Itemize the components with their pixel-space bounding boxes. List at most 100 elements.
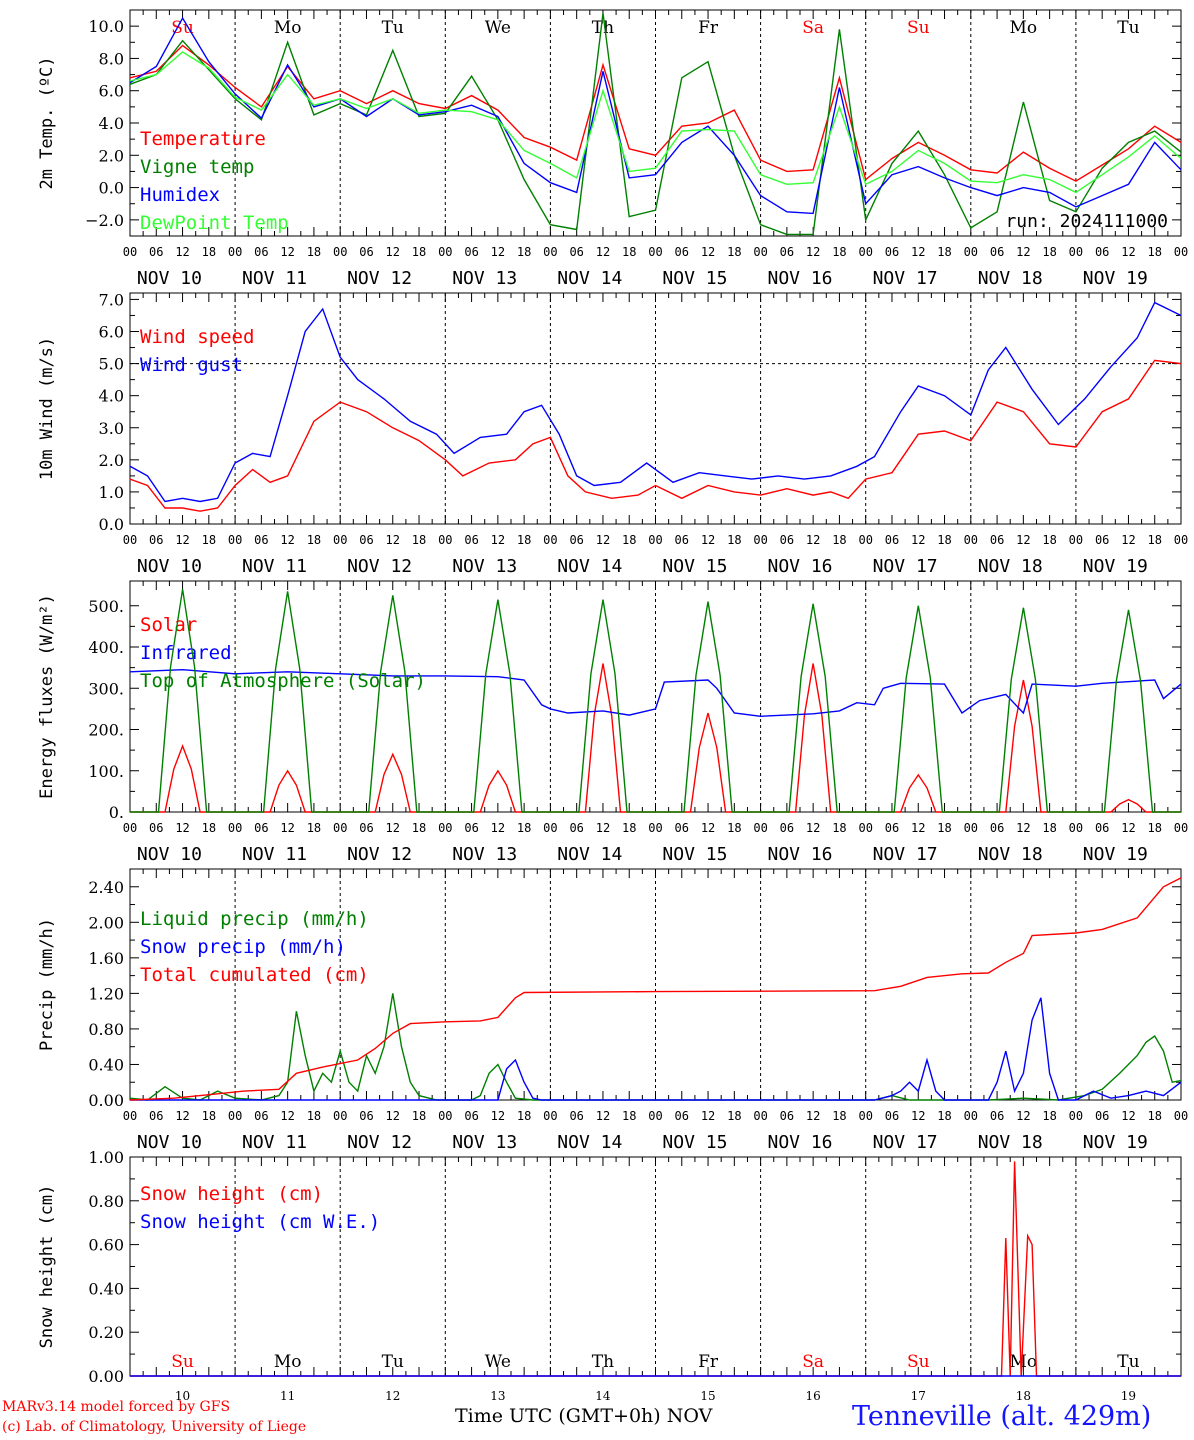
legend-entry: Infrared bbox=[140, 642, 232, 664]
day-name-label: Sa bbox=[802, 18, 824, 38]
date-label: NOV 12 bbox=[347, 1132, 412, 1153]
y-tick-label: 1.20 bbox=[88, 984, 124, 1003]
hour-tick-label: 06 bbox=[254, 533, 268, 547]
hour-tick-label: 00 bbox=[964, 533, 978, 547]
hour-tick-label: 18 bbox=[412, 245, 426, 259]
series-line bbox=[130, 997, 1182, 1101]
hour-tick-label: 00 bbox=[228, 821, 242, 835]
hour-tick-label: 12 bbox=[596, 1109, 610, 1123]
hour-tick-label: 12 bbox=[280, 1109, 294, 1123]
y-tick-label: 1.0 bbox=[99, 483, 124, 502]
hour-tick-label: 06 bbox=[885, 245, 899, 259]
hour-tick-label: 12 bbox=[491, 533, 505, 547]
date-label: NOV 18 bbox=[978, 1132, 1043, 1153]
date-label: NOV 14 bbox=[557, 268, 622, 289]
hour-tick-label: 12 bbox=[386, 533, 400, 547]
hour-tick-label: 12 bbox=[491, 821, 505, 835]
hour-tick-label: 12 bbox=[1121, 1109, 1135, 1123]
series-line bbox=[129, 51, 1182, 194]
hour-tick-label: 00 bbox=[1069, 821, 1083, 835]
date-label: NOV 17 bbox=[873, 844, 938, 865]
day-name-label: Th bbox=[592, 18, 614, 38]
hour-tick-label: 12 bbox=[596, 821, 610, 835]
hour-tick-label: 12 bbox=[701, 533, 715, 547]
hour-tick-label: 18 bbox=[202, 1109, 216, 1123]
hour-tick-label: 06 bbox=[254, 821, 268, 835]
hour-tick-label: 18 bbox=[1147, 1109, 1161, 1123]
hour-tick-label: 18 bbox=[307, 821, 321, 835]
y-tick-label: 500. bbox=[88, 597, 124, 616]
date-label: NOV 19 bbox=[1083, 556, 1148, 577]
legend-entry: Wind speed bbox=[140, 326, 254, 348]
hour-tick-label: 18 bbox=[727, 1109, 741, 1123]
hour-tick-label: 12 bbox=[806, 533, 820, 547]
hour-tick-label: 00 bbox=[648, 821, 662, 835]
hour-tick-label: 00 bbox=[438, 1109, 452, 1123]
y-tick-label: 2.0 bbox=[99, 146, 124, 165]
day-name-label: Mo bbox=[274, 18, 302, 38]
hour-tick-label: 06 bbox=[569, 245, 583, 259]
hour-tick-label: 00 bbox=[438, 533, 452, 547]
hour-tick-label: 12 bbox=[175, 1109, 189, 1123]
day-name-label: Su bbox=[171, 1352, 194, 1372]
day-number-label: 16 bbox=[806, 1389, 821, 1403]
y-tick-label: 0.60 bbox=[88, 1236, 124, 1255]
date-label: NOV 18 bbox=[978, 556, 1043, 577]
hour-tick-label: 00 bbox=[333, 533, 347, 547]
date-label: NOV 17 bbox=[873, 1132, 938, 1153]
hour-tick-label: 00 bbox=[648, 533, 662, 547]
hour-tick-label: 00 bbox=[753, 245, 767, 259]
hour-tick-label: 12 bbox=[175, 533, 189, 547]
y-tick-label: 1.00 bbox=[88, 1148, 124, 1167]
day-number-label: 10 bbox=[175, 1389, 190, 1403]
hour-tick-label: 18 bbox=[622, 821, 636, 835]
date-label: NOV 12 bbox=[347, 844, 412, 865]
day-number-label: 12 bbox=[385, 1389, 400, 1403]
hour-tick-label: 00 bbox=[123, 821, 137, 835]
hour-tick-label: 00 bbox=[1174, 245, 1188, 259]
date-label: NOV 19 bbox=[1083, 844, 1148, 865]
hour-tick-label: 18 bbox=[1147, 533, 1161, 547]
hour-tick-label: 00 bbox=[964, 1109, 978, 1123]
legend-entry: Total cumulated (cm) bbox=[140, 964, 369, 986]
legend-entry: Temperature bbox=[140, 128, 266, 150]
hour-tick-label: 06 bbox=[780, 1109, 794, 1123]
hour-tick-label: 00 bbox=[1174, 821, 1188, 835]
hour-tick-label: 12 bbox=[386, 1109, 400, 1123]
hour-tick-label: 12 bbox=[1016, 245, 1030, 259]
day-name-label: Su bbox=[907, 18, 930, 38]
y-tick-label: 10.0 bbox=[88, 17, 124, 36]
hour-tick-label: 06 bbox=[990, 245, 1004, 259]
hour-tick-label: 12 bbox=[386, 821, 400, 835]
hour-tick-label: 06 bbox=[675, 533, 689, 547]
hour-tick-label: 06 bbox=[675, 245, 689, 259]
hour-tick-label: 12 bbox=[701, 1109, 715, 1123]
hour-tick-label: 18 bbox=[937, 821, 951, 835]
date-label: NOV 11 bbox=[242, 1132, 307, 1153]
date-label: NOV 16 bbox=[767, 556, 832, 577]
date-label: NOV 19 bbox=[1083, 1132, 1148, 1153]
y-tick-label: 2.0 bbox=[99, 451, 124, 470]
hour-tick-label: 06 bbox=[254, 1109, 268, 1123]
hour-tick-label: 00 bbox=[753, 533, 767, 547]
hour-tick-label: 18 bbox=[412, 1109, 426, 1123]
hour-tick-label: 18 bbox=[1042, 245, 1056, 259]
hour-tick-label: 06 bbox=[464, 533, 478, 547]
y-tick-label: 0.80 bbox=[88, 1020, 124, 1039]
y-tick-label: 0.0 bbox=[99, 179, 124, 198]
hour-tick-label: 00 bbox=[228, 1109, 242, 1123]
station-name: Tenneville (alt. 429m) bbox=[852, 1401, 1152, 1432]
hour-tick-label: 18 bbox=[1042, 821, 1056, 835]
hour-tick-label: 06 bbox=[675, 1109, 689, 1123]
hour-tick-label: 18 bbox=[412, 533, 426, 547]
hour-tick-label: 00 bbox=[438, 245, 452, 259]
hour-tick-label: 06 bbox=[464, 821, 478, 835]
hour-tick-label: 00 bbox=[1069, 245, 1083, 259]
legend-entry: Top of Atmosphere (Solar) bbox=[140, 670, 426, 692]
y-tick-label: 6.0 bbox=[99, 82, 124, 101]
series-line bbox=[129, 44, 1182, 182]
date-label: NOV 15 bbox=[662, 556, 727, 577]
y-axis-title: 2m Temp. (ºC) bbox=[37, 56, 57, 189]
legend-entry: Solar bbox=[140, 614, 197, 636]
